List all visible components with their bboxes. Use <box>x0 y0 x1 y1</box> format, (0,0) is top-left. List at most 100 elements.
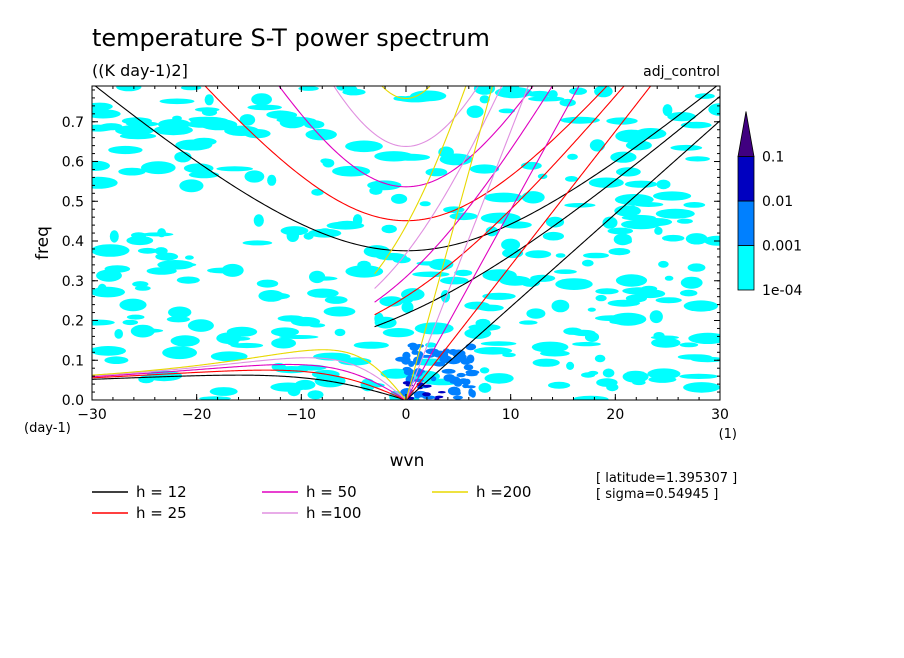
contour-blob <box>532 358 560 367</box>
contour-blob <box>374 312 384 325</box>
y-tick-label: 0.0 <box>62 393 84 409</box>
contour-blob <box>648 376 677 383</box>
sigma-annotation: [ sigma=0.54945 ] <box>596 487 718 502</box>
contour-blob <box>271 327 299 337</box>
y-tick-label: 0.6 <box>62 155 84 171</box>
contour-blob-high <box>452 395 463 400</box>
contour-blob <box>153 125 193 136</box>
contour-blob <box>622 370 649 383</box>
contour-blob <box>479 95 490 104</box>
contour-blob <box>187 319 214 332</box>
contour-blob <box>332 165 371 177</box>
contour-blob <box>397 95 434 103</box>
contour-blob <box>230 342 264 349</box>
contour-blob <box>170 335 200 347</box>
dispersion-curve <box>374 86 554 303</box>
contour-blob <box>679 373 719 379</box>
contour-blob <box>251 93 272 106</box>
contour-blob <box>92 102 113 111</box>
dispersion-curve <box>92 363 407 400</box>
contour-blob-peak <box>437 391 446 394</box>
contour-blob <box>412 271 450 278</box>
contour-blob <box>551 299 570 313</box>
contour-blob <box>656 179 671 190</box>
contour-blob <box>519 320 538 325</box>
contour-blob-high <box>415 344 424 348</box>
dispersion-curve <box>94 86 718 252</box>
contour-blob <box>92 244 130 257</box>
colorbar-extend-arrow <box>737 111 755 157</box>
contour-blob <box>655 297 682 304</box>
contour-blob <box>209 387 238 396</box>
dispersion-curves <box>92 86 720 400</box>
contour-blob <box>381 224 397 234</box>
contour-blob <box>274 366 309 374</box>
contour-blob <box>654 226 663 235</box>
contour-blob <box>614 205 641 217</box>
contour-blob <box>679 342 699 348</box>
contour-blob <box>501 221 532 229</box>
power-contours <box>92 86 720 400</box>
contour-blob <box>92 109 121 119</box>
contour-blob <box>680 121 712 129</box>
contour-blob <box>162 346 198 360</box>
x-tick-label: −10 <box>287 407 317 423</box>
contour-blob <box>242 240 273 246</box>
contour-blob <box>425 168 448 177</box>
contour-blob <box>479 367 490 374</box>
contour-blob <box>680 289 698 297</box>
contour-blob <box>589 139 606 152</box>
contour-blob <box>345 265 384 278</box>
y-tick-label: 0.2 <box>62 314 84 330</box>
contour-blob <box>201 108 218 116</box>
contour-blob <box>270 382 307 392</box>
contour-blob <box>683 382 720 393</box>
contour-blob <box>658 260 669 268</box>
x-tick-label: 30 <box>711 407 729 423</box>
contour-blob <box>401 301 414 313</box>
dispersion-curve <box>92 369 407 400</box>
contour-blob <box>554 269 577 275</box>
dispersion-curve <box>204 86 608 222</box>
contour-blob <box>116 86 142 92</box>
contour-blob-high <box>439 351 449 360</box>
contour-blob <box>224 125 259 136</box>
contour-blob <box>109 230 119 243</box>
contour-blob <box>132 281 149 288</box>
contour-blob-high <box>441 368 456 374</box>
contour-blob <box>185 255 194 260</box>
contour-blob <box>440 276 469 285</box>
legend-label: h = 25 <box>136 504 187 522</box>
latitude-annotation: [ latitude=1.395307 ] <box>596 471 737 486</box>
contour-blob <box>369 186 383 195</box>
contour-blob-high <box>422 395 436 400</box>
contour-blob <box>244 170 265 183</box>
contour-blob-high <box>447 386 461 396</box>
dispersion-curve <box>374 95 720 328</box>
contour-blob <box>572 341 601 347</box>
contour-blob <box>228 336 251 341</box>
contour-blob <box>602 368 615 378</box>
contour-blob <box>375 252 407 261</box>
contour-blob <box>607 299 640 307</box>
contour-blob <box>267 174 277 186</box>
dispersion-curve <box>405 86 529 400</box>
contour-blob <box>380 368 412 379</box>
contour-blob <box>104 265 131 273</box>
dispersion-curve <box>405 86 494 400</box>
contour-blob <box>482 292 516 300</box>
y-axis-title: freq <box>33 226 53 260</box>
colorbar-label: 1e-04 <box>762 283 802 299</box>
legend-label: h =100 <box>306 504 361 522</box>
contour-blob <box>336 220 359 227</box>
contour-blob-high <box>463 364 474 371</box>
contour-blob <box>676 218 693 224</box>
dispersion-curve <box>278 86 534 188</box>
contour-blob <box>649 310 663 324</box>
contour-blob <box>309 270 326 284</box>
dispersion-curve <box>92 374 407 400</box>
contour-blob <box>473 347 513 355</box>
contour-blob <box>680 276 703 289</box>
